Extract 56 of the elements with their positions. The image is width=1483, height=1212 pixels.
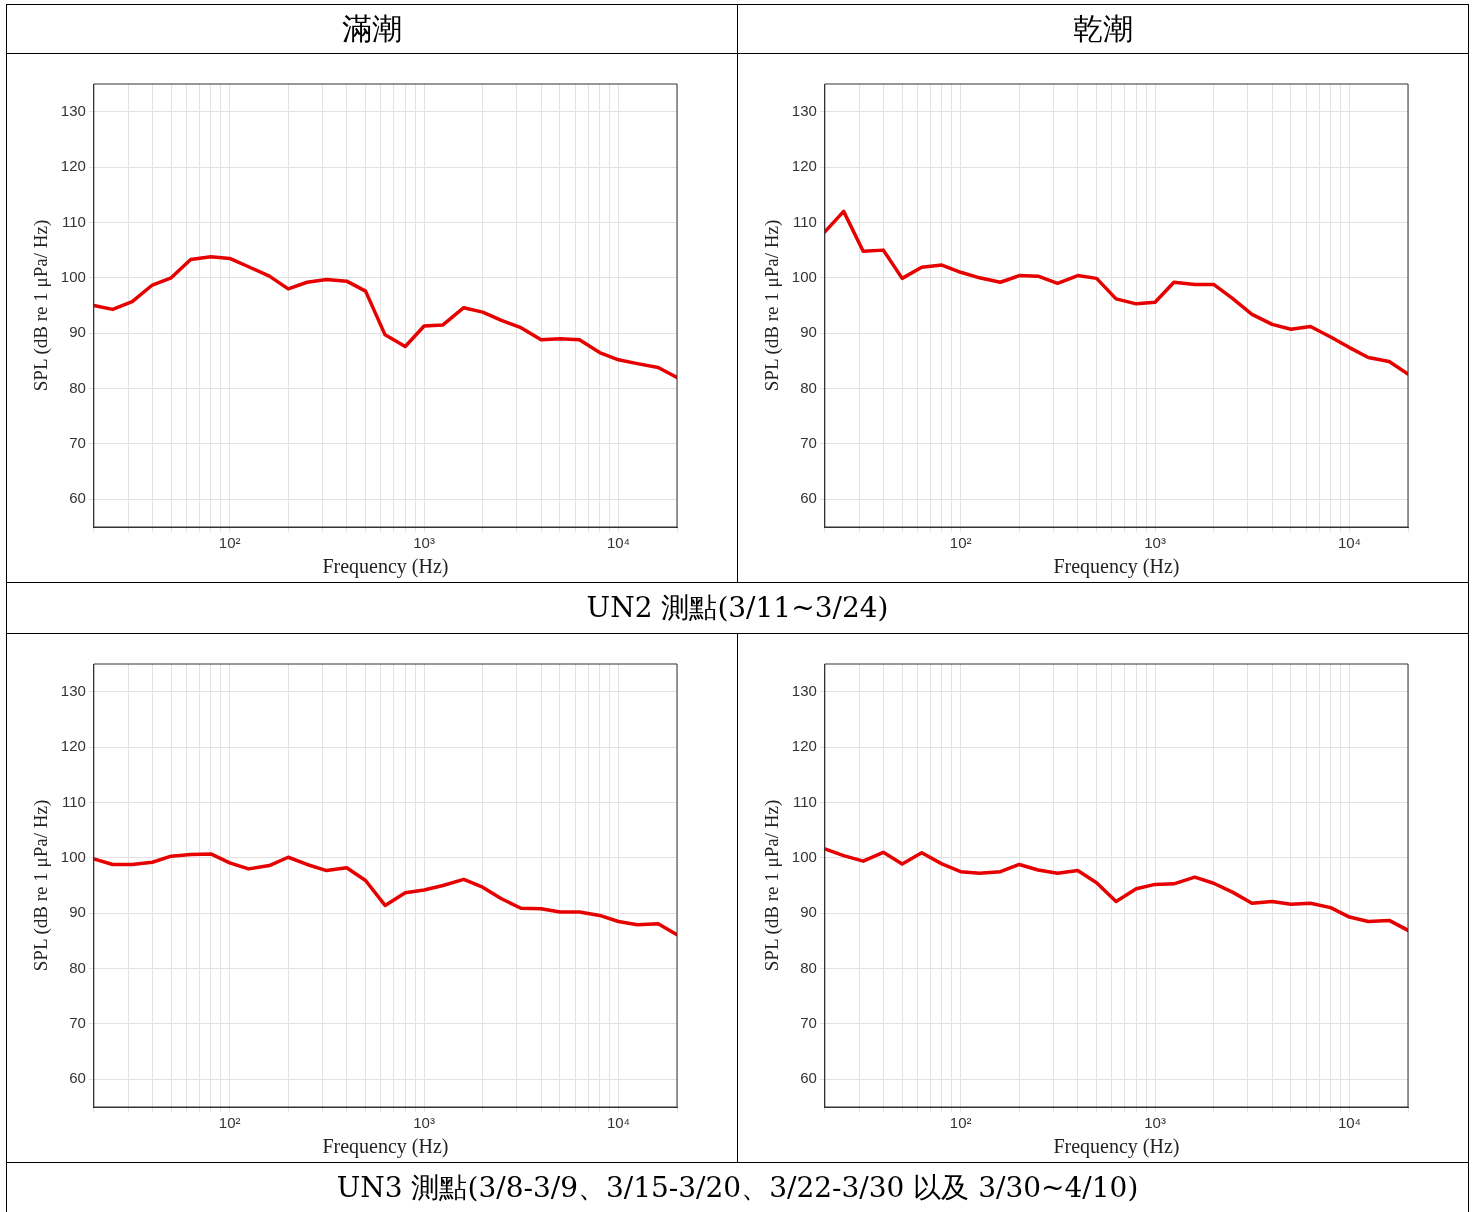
y-tick-label: 60 [69, 1069, 86, 1087]
x-tick-label: 10² [949, 1114, 972, 1132]
x-tick-label: 10⁴ [606, 534, 631, 552]
y-tick-label: 80 [69, 378, 86, 396]
y-tick-label: 130 [791, 101, 817, 119]
x-tick-label: 10² [949, 534, 972, 552]
y-tick-label: 60 [800, 489, 817, 507]
y-tick-label: 70 [800, 1014, 817, 1032]
y-tick-label: 110 [61, 792, 86, 810]
x-axis-title: Frequency (Hz) [322, 555, 449, 579]
x-tick-label: 10⁴ [1337, 1114, 1362, 1132]
y-tick-label: 110 [61, 212, 86, 230]
chart-title: 乾潮 [1073, 10, 1133, 46]
y-tick-label: 120 [60, 737, 86, 755]
y-tick-label: 70 [69, 1014, 86, 1032]
y-axis-title: SPL (dB re 1 μPa/ Hz) [761, 799, 784, 972]
x-tick-label: 10³ [413, 1114, 435, 1132]
y-axis-title: SPL (dB re 1 μPa/ Hz) [30, 219, 53, 392]
y-tick-label: 60 [69, 489, 86, 507]
chart-title: 滿潮 [342, 10, 402, 46]
y-tick-label: 80 [800, 958, 817, 976]
y-tick-label: 70 [800, 434, 817, 452]
y-tick-label: 100 [791, 847, 817, 865]
y-tick-label: 60 [800, 1069, 817, 1087]
y-tick-label: 120 [791, 157, 817, 175]
x-axis-title: Frequency (Hz) [1053, 555, 1180, 579]
x-tick-label: 10³ [1144, 1114, 1166, 1132]
y-tick-label: 120 [791, 737, 817, 755]
x-tick-label: 10⁴ [606, 1114, 631, 1132]
x-tick-label: 10³ [413, 534, 435, 552]
y-tick-label: 110 [792, 792, 817, 810]
x-tick-label: 10² [218, 534, 241, 552]
y-tick-label: 100 [791, 267, 817, 285]
text: UN2 測點(3/11~3/24) [586, 591, 889, 624]
text: UN3 測點(3/8-3/9、3/15-3/20、3/22-3/30 以及 3/30~4/10) [336, 1171, 1139, 1204]
y-tick-label: 90 [69, 903, 86, 921]
y-tick-label: 130 [60, 681, 86, 699]
y-tick-label: 130 [60, 101, 86, 119]
y-tick-label: 80 [800, 378, 817, 396]
y-tick-label: 70 [69, 434, 86, 452]
y-tick-label: 120 [60, 157, 86, 175]
y-tick-label: 90 [800, 903, 817, 921]
x-tick-label: 10⁴ [1337, 534, 1362, 552]
x-axis-title: Frequency (Hz) [1053, 1135, 1180, 1159]
y-tick-label: 130 [791, 681, 817, 699]
y-axis-title: SPL (dB re 1 μPa/ Hz) [30, 799, 53, 972]
y-tick-label: 90 [800, 323, 817, 341]
y-tick-label: 80 [69, 958, 86, 976]
x-tick-label: 10³ [1144, 534, 1166, 552]
x-axis-title: Frequency (Hz) [322, 1135, 449, 1159]
x-tick-label: 10² [218, 1114, 241, 1132]
y-tick-label: 100 [60, 267, 86, 285]
y-tick-label: 90 [69, 323, 86, 341]
y-tick-label: 110 [792, 212, 817, 230]
y-axis-title: SPL (dB re 1 μPa/ Hz) [761, 219, 784, 392]
y-tick-label: 100 [60, 847, 86, 865]
